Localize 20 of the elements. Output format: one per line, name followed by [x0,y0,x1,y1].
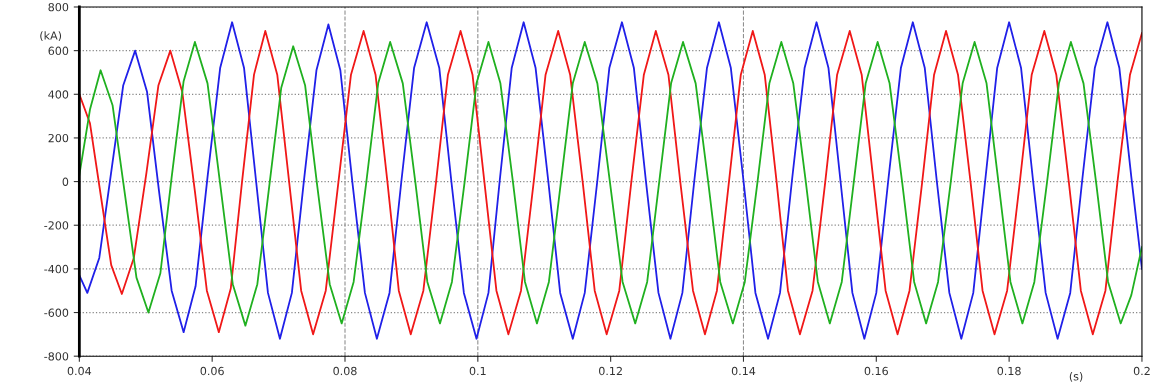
y-axis-title: (kA) [40,31,62,42]
x-tick-label: 0.12 [599,366,622,376]
y-tick-label: 400 [48,90,69,99]
x-tick-label: 0.1 [469,366,486,376]
x-axis-title: (s) [1069,371,1083,382]
x-tick-label: 0.16 [864,366,888,376]
x-tick-label: 0.04 [67,366,92,376]
y-tick-label: 0 [62,177,69,186]
x-tick-label: 0.06 [200,366,224,376]
x-tick-label: 0.08 [333,366,357,376]
y-tick-label: -600 [44,308,69,317]
x-tick-label: 0.2 [1133,366,1150,376]
y-tick-label: 800 [48,2,69,12]
x-tick-label: 0.18 [997,366,1021,376]
y-tick-label: -800 [44,352,69,361]
y-tick-label: 200 [48,133,69,143]
y-tick-label: -200 [44,221,69,230]
y-tick-label: -400 [44,264,69,274]
y-tick-label: 600 [48,46,69,56]
x-tick-label: 0.14 [731,366,756,376]
